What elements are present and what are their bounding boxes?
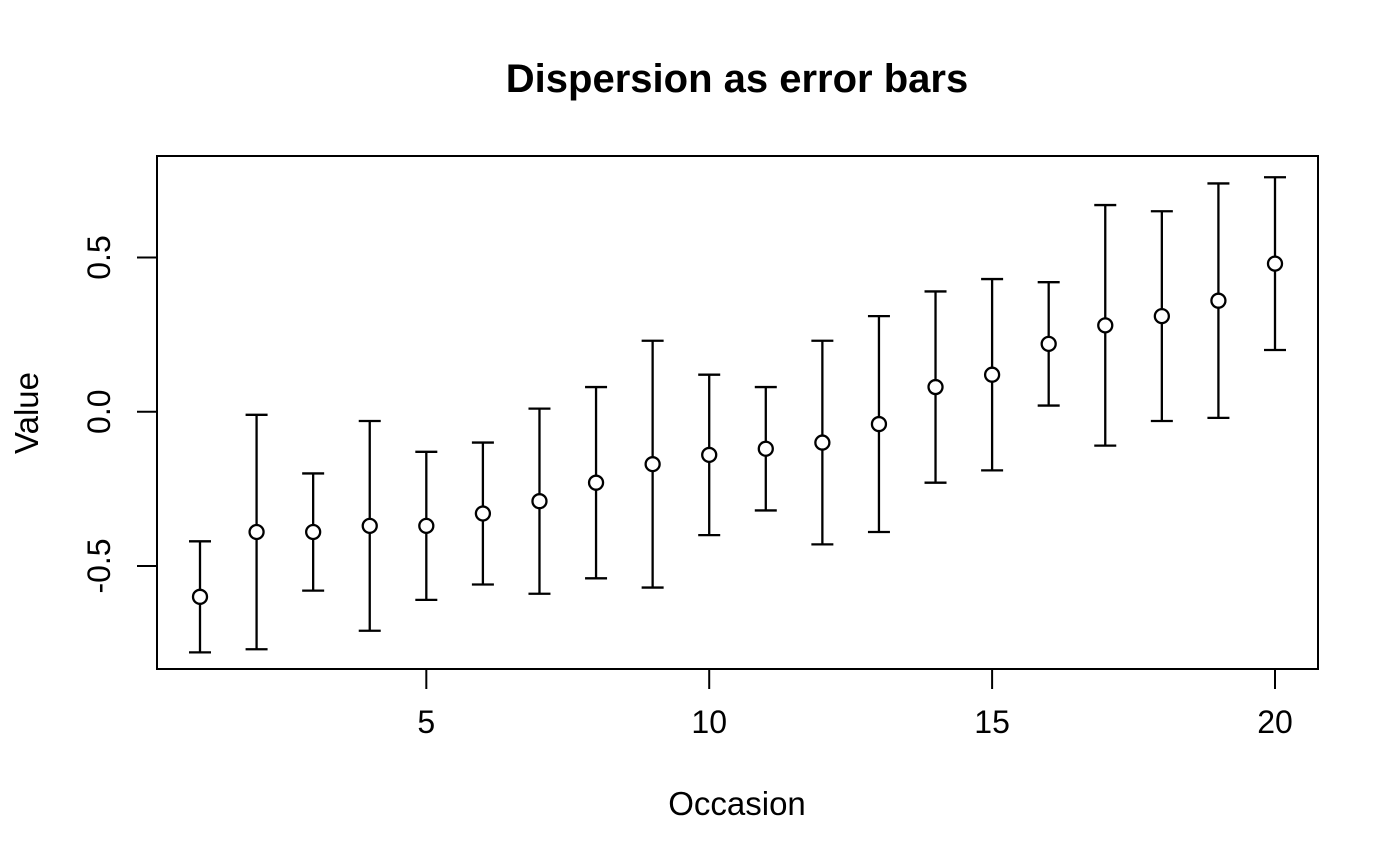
data-point	[983, 366, 1001, 383]
data-point	[474, 505, 492, 522]
data-point	[1040, 335, 1057, 353]
data-point	[1266, 255, 1284, 272]
x-tick-label: 15	[974, 704, 1010, 740]
data-point	[305, 523, 322, 541]
plot-content: 5 10 15 20 -0.5 0.0 0.5	[81, 155, 1319, 740]
data-point	[1153, 307, 1170, 325]
data-point	[361, 517, 378, 535]
x-tick-label: 20	[1257, 704, 1293, 740]
y-axis-label: Value	[8, 372, 45, 454]
chart-title: Dispersion as error bars	[506, 57, 968, 101]
plot-box	[156, 155, 1319, 670]
data-point	[248, 523, 265, 541]
x-tick-label: 5	[417, 704, 435, 740]
x-tick-label: 10	[691, 704, 727, 740]
x-axis-label: Occasion	[668, 785, 806, 822]
data-point	[1210, 292, 1227, 309]
data-point	[1097, 317, 1114, 334]
data-point	[191, 588, 209, 605]
data-point	[418, 517, 435, 535]
y-tick-label: -0.5	[81, 538, 117, 593]
data-point	[644, 456, 661, 473]
data-point	[757, 440, 774, 457]
data-point	[927, 378, 944, 396]
data-point	[531, 493, 548, 510]
data-point	[870, 415, 888, 433]
y-tick-label: 0.0	[81, 389, 117, 433]
data-point	[814, 434, 831, 451]
y-tick-label: 0.5	[81, 235, 117, 279]
data-point	[701, 446, 718, 464]
data-point	[587, 474, 605, 491]
